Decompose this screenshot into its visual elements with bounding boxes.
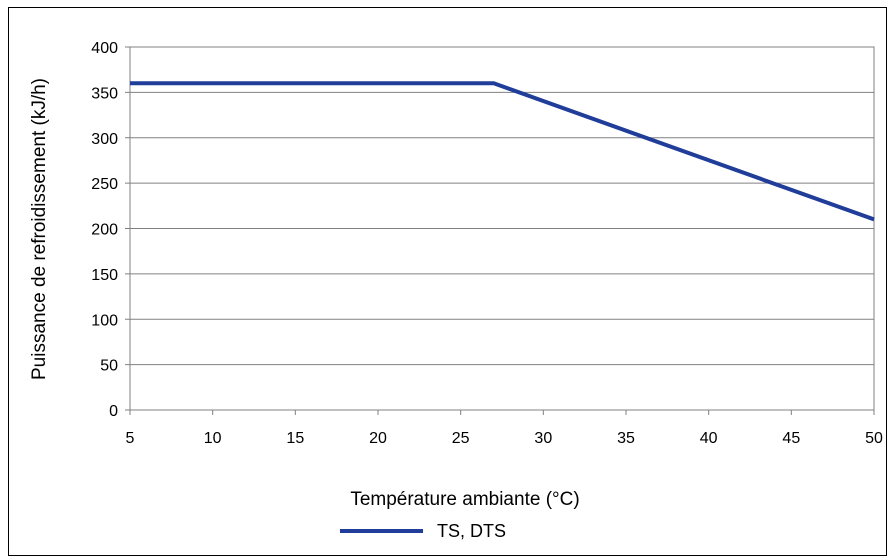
y-tick-label: 250 xyxy=(91,176,118,193)
y-tick-label: 150 xyxy=(91,267,118,284)
x-tick-label: 25 xyxy=(452,430,470,447)
chart-frame xyxy=(8,7,887,556)
y-tick-label: 50 xyxy=(100,358,118,375)
plot-area xyxy=(129,46,875,411)
x-tick-label: 30 xyxy=(534,430,552,447)
x-tick-label: 45 xyxy=(782,430,800,447)
x-tick-label: 35 xyxy=(617,430,635,447)
x-tick-label: 5 xyxy=(126,430,135,447)
x-tick-label: 40 xyxy=(700,430,718,447)
y-tick-label: 350 xyxy=(91,85,118,102)
y-tick-label: 0 xyxy=(109,403,118,420)
x-axis-title: Température ambiante (°C) xyxy=(350,489,579,510)
x-tick-label: 50 xyxy=(865,430,883,447)
legend: TS, DTS xyxy=(340,521,506,541)
y-tick-labels: 0 50 100 150 200 250 300 350 400 xyxy=(91,40,118,420)
series-layer xyxy=(130,81,875,222)
x-tick-labels: 5 10 15 20 25 30 35 40 45 50 xyxy=(126,430,883,447)
legend-label: TS, DTS xyxy=(437,521,506,541)
x-tick-marks xyxy=(129,410,875,415)
series-line xyxy=(130,81,875,222)
y-tick-label: 100 xyxy=(91,312,118,329)
x-tick-label: 15 xyxy=(286,430,304,447)
x-tick-label: 20 xyxy=(369,430,387,447)
y-axis-title: Puissance de refroidissement (kJ/h) xyxy=(29,78,50,380)
y-tick-label: 400 xyxy=(91,40,118,57)
x-tick-label: 10 xyxy=(204,430,222,447)
y-tick-label: 300 xyxy=(91,131,118,148)
grid-layer xyxy=(125,46,874,411)
y-tick-label: 200 xyxy=(91,222,118,239)
